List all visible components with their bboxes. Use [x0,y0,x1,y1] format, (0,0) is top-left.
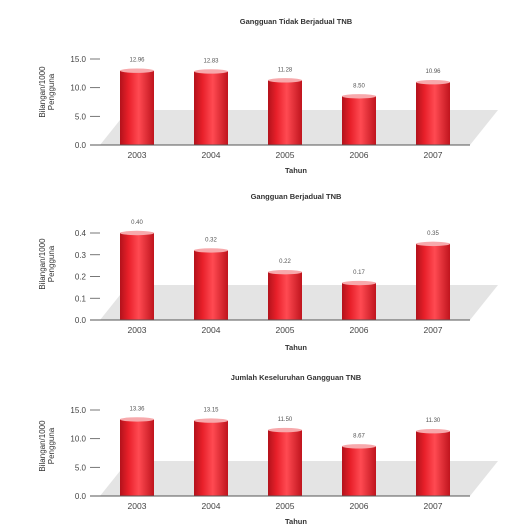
data-label: 13.36 [129,406,145,412]
chart-title: Jumlah Keseluruhan Gangguan TNB [231,373,362,382]
bar [268,272,302,320]
data-label: 13.15 [203,408,219,414]
bar-top [342,94,376,99]
bar [416,243,450,320]
y-tick-label: 5.0 [75,463,87,472]
bar [342,283,376,320]
y-axis-label-line-2: Pengguna [47,245,56,282]
x-tick-label: 2004 [202,501,221,511]
x-axis-label: Tahun [285,517,307,526]
chart-scheduled-interruptions: Gangguan Berjadual TNB Bilangan/1000 Pen… [38,192,498,352]
y-tick-label: 15.0 [70,406,86,415]
chart-title: Gangguan Tidak Berjadual TNB [240,17,353,26]
data-label: 12.96 [129,58,145,64]
data-label: 0.40 [131,220,143,226]
chart-unscheduled-interruptions: Gangguan Tidak Berjadual TNB Bilangan/10… [38,17,498,175]
y-axis-label-line-2: Pengguna [47,73,56,110]
bar-top [416,429,450,434]
data-label: 12.83 [203,58,219,64]
y-tick-label: 15.0 [70,55,86,64]
bar-top [342,280,376,286]
bar [268,80,302,145]
x-tick-label: 2007 [424,150,443,160]
y-axis-label-line-2: Pengguna [47,427,56,464]
bar [194,420,228,496]
y-tick-label: 0.0 [75,316,87,325]
x-tick-label: 2004 [202,325,221,335]
data-label: 0.22 [279,259,291,265]
data-label: 8.67 [353,433,365,439]
x-axis-label: Tahun [285,166,307,175]
y-axis-label-line-1: Bilangan/1000 [38,238,47,290]
bar-top [416,79,450,85]
x-tick-label: 2006 [350,501,369,511]
y-tick-label: 0.1 [75,294,87,303]
x-tick-label: 2005 [276,150,295,160]
bar-top [120,230,154,236]
bar [194,250,228,320]
bar-top [268,269,302,275]
y-tick-label: 10.0 [70,435,86,444]
bar [342,446,376,496]
bar-top [416,241,450,247]
y-tick-label: 10.0 [70,84,86,93]
x-tick-label: 2007 [424,325,443,335]
x-tick-label: 2003 [128,325,147,335]
y-axis-label-line-1: Bilangan/1000 [38,420,47,472]
data-label: 8.50 [353,83,365,89]
data-label: 11.30 [426,418,441,424]
y-tick-label: 5.0 [75,112,87,121]
bar-top [342,444,376,449]
y-tick-label: 0.3 [75,251,87,260]
x-tick-label: 2007 [424,501,443,511]
bar-top [194,418,228,423]
data-label: 0.35 [427,231,439,237]
bar-top [268,78,302,83]
x-tick-label: 2003 [128,150,147,160]
bar-top [268,427,302,433]
x-tick-label: 2005 [276,325,295,335]
y-tick-label: 0.4 [75,229,87,238]
chart-title: Gangguan Berjadual TNB [251,192,342,201]
bar [268,430,302,496]
x-tick-label: 2005 [276,501,295,511]
bar [120,419,154,496]
bar [416,82,450,145]
bar [120,233,154,320]
y-tick-label: 0.0 [75,492,87,501]
y-axis-label-line-1: Bilangan/1000 [38,66,47,118]
bar-top [194,248,228,253]
x-tick-label: 2003 [128,501,147,511]
x-axis-label: Tahun [285,343,307,352]
chart-total-interruptions: Jumlah Keseluruhan Gangguan TNB Bilangan… [38,373,498,526]
x-tick-label: 2004 [202,150,221,160]
bar [120,70,154,145]
data-label: 0.32 [205,237,217,243]
y-tick-label: 0.2 [75,273,87,282]
data-label: 0.17 [353,270,365,276]
x-tick-label: 2006 [350,150,369,160]
data-label: 11.50 [278,417,293,423]
bar [342,96,376,145]
bar [416,431,450,496]
data-label: 11.28 [278,67,293,73]
data-label: 10.96 [425,69,441,75]
y-tick-label: 0.0 [75,141,87,150]
bar-top [194,69,228,74]
bar [194,71,228,145]
bar-top [120,417,154,422]
x-tick-label: 2006 [350,325,369,335]
bar-top [120,68,154,73]
